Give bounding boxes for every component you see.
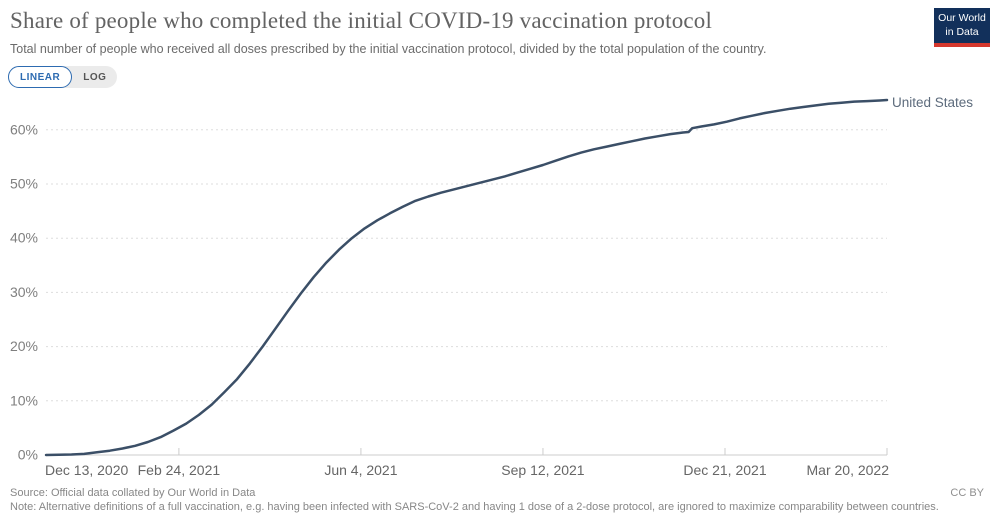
x-axis-tick-label: Mar 20, 2022 <box>807 462 890 478</box>
x-axis-tick-label: Jun 4, 2021 <box>324 462 397 478</box>
y-axis-tick-label: 0% <box>18 447 38 463</box>
license-badge[interactable]: CC BY <box>950 487 984 499</box>
series-entity-label[interactable]: United States <box>892 95 973 110</box>
page-title: Share of people who completed the initia… <box>10 8 713 33</box>
x-axis-tick-label: Feb 24, 2021 <box>138 462 221 478</box>
y-axis-tick-label: 20% <box>10 338 38 354</box>
y-axis-tick-label: 30% <box>10 284 38 300</box>
x-axis-tick-label: Dec 21, 2021 <box>683 462 766 478</box>
y-axis-tick-label: 10% <box>10 392 38 408</box>
line-chart-canvas[interactable]: 0% 10% 20% 30% 40% 50% 60% Dec 13, 2020 Feb 24, … <box>0 90 1000 484</box>
linear-scale-button[interactable]: LINEAR <box>8 66 73 88</box>
y-axis-tick-label: 50% <box>10 176 38 192</box>
series-line-united-states[interactable] <box>44 98 889 457</box>
x-axis-tick-label: Dec 13, 2020 <box>45 462 128 478</box>
source-text: Source: Official data collated by Our Wo… <box>10 487 256 499</box>
y-axis-tick-label: 40% <box>10 230 38 246</box>
x-axis-tick-label: Sep 12, 2021 <box>501 462 585 478</box>
owid-logo-line2: in Data <box>945 25 979 38</box>
scale-toggle: LINEAR LOG <box>8 66 118 88</box>
log-scale-button[interactable]: LOG <box>72 66 117 88</box>
chart-footer: Source: Official data collated by Our Wo… <box>10 486 984 514</box>
owid-logo-line1: Our World <box>938 12 986 24</box>
owid-logo[interactable]: Our World in Data <box>934 8 990 48</box>
chart-subtitle: Total number of people who received all … <box>10 42 767 56</box>
y-axis-tick-label: 60% <box>10 121 38 137</box>
chart-header: Share of people who completed the initia… <box>10 8 925 56</box>
note-text: Note: Alternative definitions of a full … <box>10 501 939 513</box>
